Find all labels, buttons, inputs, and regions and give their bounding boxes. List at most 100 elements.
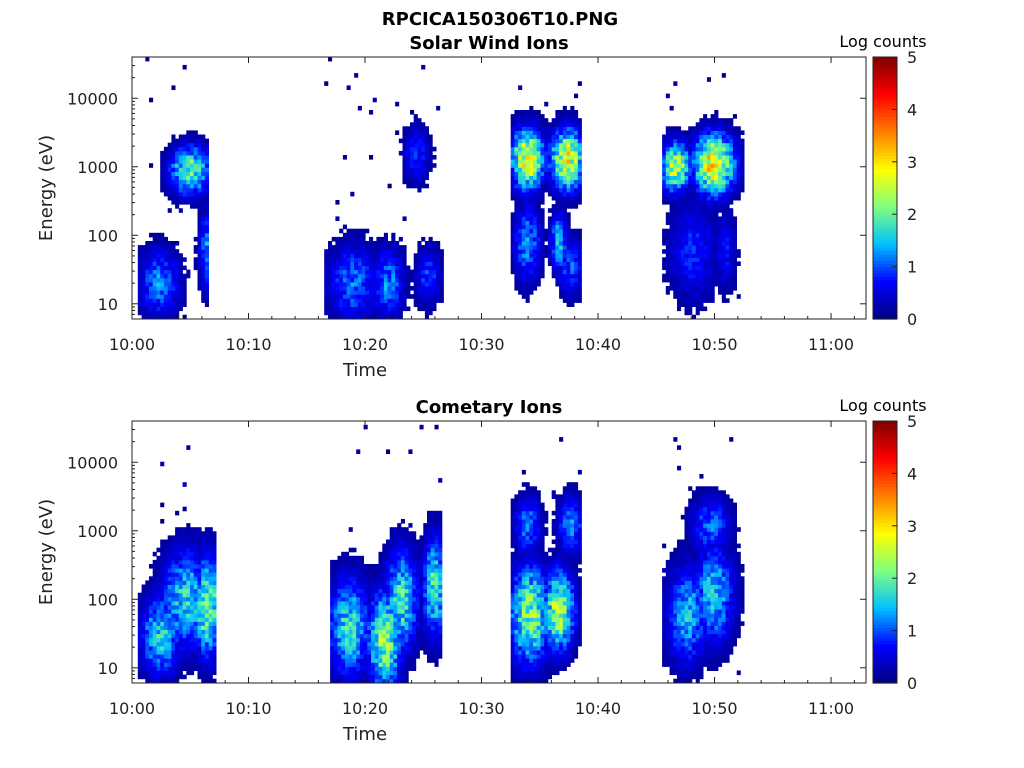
heatmap-cell	[363, 650, 368, 655]
heatmap-cell	[387, 265, 392, 271]
heatmap-cell	[529, 290, 534, 295]
heatmap-cell	[562, 122, 567, 127]
heatmap-cell	[525, 171, 530, 176]
heatmap-cell	[510, 187, 515, 193]
heatmap-cell	[397, 678, 402, 684]
heatmap-cell	[699, 281, 704, 287]
heatmap-cell	[577, 273, 582, 279]
heatmap-cell	[706, 261, 711, 266]
heatmap-cell	[341, 559, 346, 565]
heatmap-cell	[424, 298, 429, 303]
heatmap-cell	[559, 220, 564, 226]
heatmap-cell	[376, 249, 381, 254]
heatmap-cell	[434, 543, 439, 549]
heatmap-cell	[706, 134, 711, 140]
heatmap-cell	[673, 146, 678, 152]
heatmap-cell	[175, 249, 180, 254]
heatmap-cell	[212, 600, 217, 606]
heatmap-cell	[714, 200, 719, 205]
heatmap-cell	[665, 195, 670, 201]
heatmap-cell	[352, 666, 357, 671]
heatmap-cell	[152, 572, 157, 577]
heatmap-cell	[514, 187, 519, 193]
heatmap-cell	[397, 539, 402, 545]
heatmap-cell	[380, 273, 385, 279]
heatmap-cell	[341, 592, 346, 598]
heatmap-cell	[415, 609, 420, 614]
heatmap-cell	[421, 281, 426, 287]
heatmap-cell	[432, 277, 437, 283]
heatmap-cell	[408, 613, 413, 618]
heatmap-cell	[559, 187, 564, 193]
heatmap-cell	[378, 645, 383, 651]
colorbar-swatch	[873, 237, 897, 242]
heatmap-cell	[361, 241, 366, 246]
heatmap-cell	[152, 621, 157, 626]
heatmap-cell	[337, 633, 342, 639]
heatmap-cell	[706, 216, 711, 221]
heatmap-cell	[703, 195, 708, 201]
heatmap-cell	[725, 241, 730, 246]
heatmap-cell	[160, 576, 165, 581]
heatmap-cell	[395, 253, 400, 258]
heatmap-cell	[378, 617, 383, 622]
heatmap-cell	[178, 138, 183, 144]
heatmap-cell	[330, 564, 335, 569]
heatmap-cell	[404, 572, 409, 577]
axes-frame	[131, 56, 867, 320]
heatmap-cell	[382, 654, 387, 659]
heatmap-cell	[577, 163, 582, 168]
heatmap-cell	[518, 241, 523, 246]
heatmap-cell	[430, 531, 435, 536]
heatmap-cell	[197, 228, 202, 234]
heatmap-cell	[434, 555, 439, 561]
heatmap-cell	[324, 269, 329, 275]
heatmap-cell	[175, 290, 180, 295]
heatmap-cell	[514, 224, 519, 230]
heatmap-cell	[570, 142, 575, 148]
heatmap-cell	[547, 138, 552, 144]
heatmap-cell	[333, 662, 338, 667]
heatmap-cell	[212, 559, 217, 565]
heatmap-cell	[167, 629, 172, 635]
heatmap-cell	[544, 236, 549, 242]
heatmap-cell	[680, 171, 685, 176]
heatmap-cell	[389, 674, 394, 680]
heatmap-cell	[710, 265, 715, 271]
heatmap-cell	[427, 523, 432, 528]
heatmap-cell	[348, 625, 353, 630]
heatmap-cell	[167, 155, 172, 160]
heatmap-cell	[684, 175, 689, 181]
heatmap-cell	[156, 584, 161, 590]
heatmap-cell	[410, 159, 415, 164]
heatmap-cell	[367, 572, 372, 577]
heatmap-cell	[688, 204, 693, 209]
heatmap-cell	[514, 572, 519, 577]
heatmap-cell	[141, 662, 146, 667]
heatmap-cell	[514, 208, 519, 213]
heatmap-cell	[328, 257, 333, 262]
heatmap-cell	[536, 195, 541, 201]
heatmap-cell	[521, 155, 526, 160]
heatmap-cell	[386, 621, 391, 626]
heatmap-cell	[514, 122, 519, 127]
heatmap-cell	[706, 159, 711, 164]
heatmap-cell	[212, 645, 217, 651]
heatmap-cell	[391, 306, 396, 312]
heatmap-cell	[190, 130, 195, 135]
heatmap-cell	[514, 584, 519, 590]
heatmap-cell	[330, 592, 335, 598]
heatmap-cell	[204, 645, 209, 651]
heatmap-cell	[406, 277, 411, 283]
heatmap-cell	[430, 633, 435, 639]
heatmap-cell	[518, 625, 523, 630]
heatmap-cell	[389, 572, 394, 577]
heatmap-cell	[137, 306, 142, 312]
heatmap-cell	[350, 277, 355, 283]
heatmap-cell	[346, 245, 351, 250]
heatmap-cell	[372, 286, 377, 291]
heatmap-cell	[514, 130, 519, 135]
heatmap-cell	[514, 216, 519, 221]
heatmap-cell	[171, 613, 176, 618]
heatmap-cell	[386, 596, 391, 602]
